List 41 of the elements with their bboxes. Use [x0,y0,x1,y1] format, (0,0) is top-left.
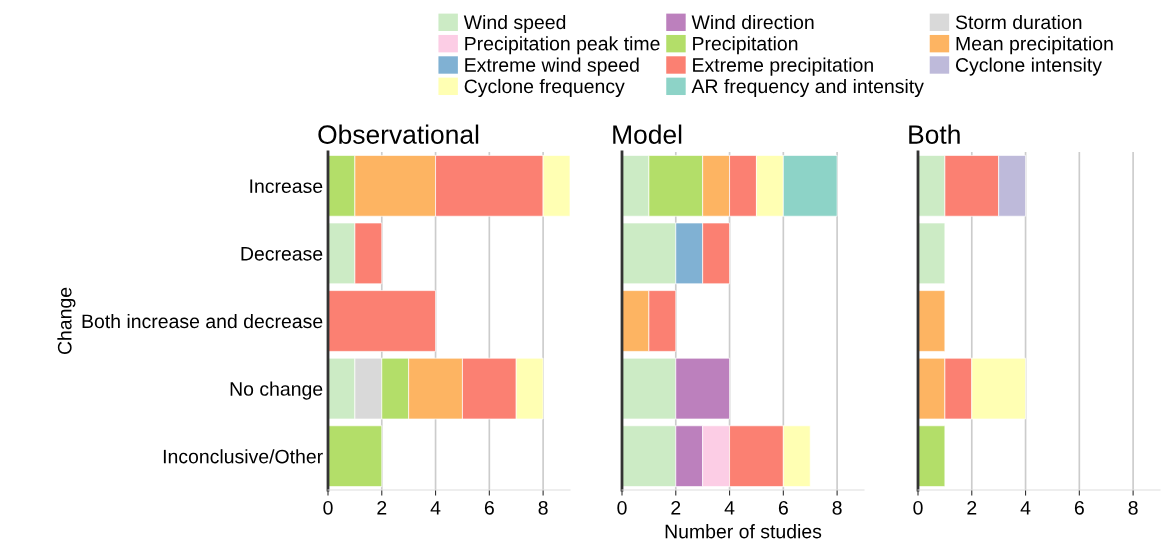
legend-label: Extreme wind speed [465,57,639,76]
x-tick-label: 2 [377,500,387,515]
legend-label: Extreme precipitation [693,57,873,76]
y-axis-title: Change [57,287,76,355]
bar [328,425,383,487]
x-tick-label: 4 [1020,501,1031,515]
x-tick-label: 2 [671,500,681,515]
bar [918,222,946,285]
legend-label: Cyclone frequency [464,78,625,98]
legend-label: Precipitation peak time [465,36,660,55]
y-tick-label: Decrease [241,247,323,261]
x-tick-label: 6 [1074,500,1084,515]
legend-label: AR frequency and intensity [691,78,924,98]
x-tick-label: 2 [967,500,977,515]
x-tick-label: 0 [913,500,923,515]
bar [328,290,436,352]
legend-label: Precipitation [693,36,798,55]
x-tick-label: 8 [1128,500,1138,515]
legend-label: Wind speed [463,14,566,34]
x-tick-label: 8 [832,500,842,515]
x-tick-label: 8 [538,500,548,515]
x-tick-label: 4 [724,501,735,515]
x-axis-title: Number of studies [665,524,822,539]
x-tick-label: 6 [484,500,494,515]
chart-title: Observational [318,124,479,144]
legend-label: Mean precipitation [956,36,1113,55]
legend-label: Cyclone intensity [955,57,1102,76]
chart-title: Both [909,124,960,144]
legend-label: Wind direction [691,14,814,30]
y-tick-label: Inconclusive/Other [163,449,323,464]
chart-title: Model [613,124,682,144]
y-tick-label: No change [230,381,323,400]
x-tick-label: 0 [323,500,333,515]
x-tick-label: 4 [430,501,441,515]
legend-label: Storm duration [955,14,1082,30]
bar [918,425,946,487]
bar [918,290,946,352]
x-tick-label: 0 [617,500,627,515]
y-tick-label: Both increase and decrease [82,313,323,329]
x-tick-label: 6 [778,500,788,515]
y-tick-label: Increase [250,179,323,194]
